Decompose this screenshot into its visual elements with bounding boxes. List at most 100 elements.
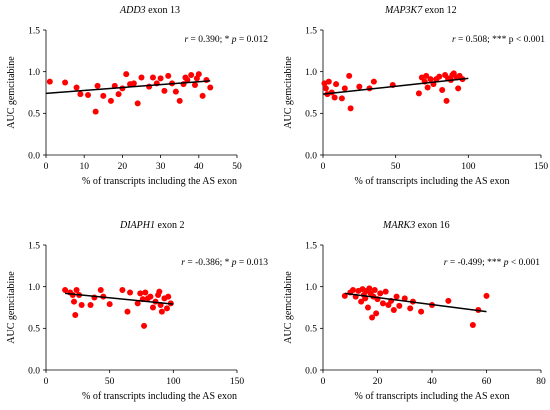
y-axis-label: AUC gemcitabine: [283, 271, 294, 344]
data-point: [72, 312, 79, 318]
scatter-panel-3: DIAPH1 exon 2 r = -0.386; * p = 0.013 0.0 0…: [6, 220, 268, 402]
data-point: [157, 75, 164, 82]
x-axis-label: % of transcripts including the AS exon: [355, 176, 510, 187]
panel-title: MARK3 exon 16: [382, 220, 450, 231]
data-point: [423, 72, 430, 79]
x-tick-label: 20: [373, 377, 383, 387]
y-axis-label: AUC gemcitabine: [283, 56, 294, 129]
x-tick-label: 150: [534, 162, 549, 172]
x-tick-label: 0: [321, 377, 326, 387]
exon-label: exon 12: [422, 5, 456, 16]
data-point: [483, 292, 490, 299]
data-point: [347, 105, 354, 112]
data-point: [396, 302, 403, 309]
data-point: [401, 295, 408, 302]
gene-name: DIAPH1: [119, 220, 155, 231]
y-tick-label: 1.0: [305, 68, 317, 78]
data-point: [393, 293, 400, 300]
data-point: [119, 287, 126, 293]
data-point: [382, 288, 389, 295]
data-point: [195, 71, 202, 78]
data-point: [369, 314, 376, 321]
gene-name: MAP3K7: [384, 5, 423, 16]
x-axis-label: % of transcripts including the AS exon: [355, 391, 510, 402]
data-point: [130, 80, 137, 87]
data-point: [176, 97, 183, 104]
data-point: [138, 74, 145, 81]
gene-name: MARK3: [382, 220, 415, 231]
stat-p-text: < 0.001: [509, 258, 541, 268]
scatter-panel-2: MAP3K7 exon 12 r = 0.508; *** p < 0.001 0.…: [283, 5, 548, 187]
data-point: [146, 83, 153, 90]
data-point: [147, 293, 154, 300]
data-point: [356, 83, 363, 90]
data-point: [137, 290, 144, 297]
y-tick-label: 0.5: [28, 110, 40, 120]
data-point: [71, 298, 78, 305]
data-point: [379, 300, 386, 307]
x-tick-label: 50: [105, 377, 115, 387]
y-tick-label: 0.5: [305, 110, 317, 120]
x-tick-label: 0: [44, 377, 49, 387]
panel-title: MAP3K7 exon 12: [384, 5, 457, 16]
data-point: [134, 300, 141, 307]
data-point: [46, 78, 53, 85]
data-point: [443, 97, 450, 104]
data-point: [199, 92, 206, 99]
stat-r-text: = 0.508; *** p < 0.001: [456, 35, 546, 45]
data-point: [172, 88, 179, 95]
scatter-panel-4: MARK3 exon 16 r = -0.499; *** p < 0.001 0.…: [283, 220, 546, 402]
data-point: [77, 91, 84, 98]
data-point: [142, 289, 149, 296]
data-point: [141, 322, 148, 329]
data-point: [97, 287, 104, 293]
data-point: [207, 84, 214, 91]
data-point: [149, 74, 156, 81]
x-tick-label: 150: [230, 377, 245, 387]
data-point: [325, 78, 332, 85]
stat-p-symbol: p: [231, 35, 237, 45]
data-point: [415, 90, 422, 97]
y-tick-label: 1.0: [28, 283, 40, 293]
data-point: [358, 298, 365, 305]
stat-r-text: = 0.390; *: [188, 35, 232, 45]
data-point: [331, 94, 338, 101]
x-tick-label: 80: [536, 377, 546, 387]
x-tick-label: 10: [79, 162, 89, 172]
data-point: [188, 72, 195, 78]
data-point: [94, 82, 101, 89]
data-point: [62, 79, 69, 86]
x-tick-label: 60: [482, 377, 492, 387]
y-tick-label: 0.0: [305, 366, 317, 376]
data-point: [124, 308, 131, 315]
data-point: [73, 287, 80, 293]
data-point: [165, 293, 172, 300]
scatter-panel-1: ADD3 exon 13 r = 0.390; * p = 0.012 0.0 0.5…: [6, 5, 268, 187]
x-tick-label: 30: [156, 162, 166, 172]
y-tick-label: 1.5: [28, 26, 40, 36]
panel-title: DIAPH1 exon 2: [119, 220, 184, 231]
stat-p-symbol: p: [231, 258, 237, 268]
data-point: [436, 73, 443, 80]
stat-r-symbol: r: [181, 258, 185, 268]
data-point: [161, 87, 168, 94]
x-tick-label: 50: [232, 162, 242, 172]
data-point: [469, 322, 476, 328]
data-point: [333, 81, 340, 88]
data-point: [184, 77, 191, 83]
data-point: [78, 302, 85, 308]
data-point: [364, 304, 371, 311]
data-point: [106, 301, 113, 308]
exon-label: exon 16: [415, 220, 449, 231]
data-point: [127, 289, 134, 296]
data-point: [165, 72, 172, 79]
exon-label: exon 2: [155, 220, 184, 231]
x-tick-label: 20: [118, 162, 128, 172]
data-point: [455, 85, 462, 92]
x-tick-label: 50: [391, 162, 401, 172]
stat-r-text: = -0.499; ***: [447, 258, 503, 268]
data-point: [366, 285, 373, 292]
data-point: [390, 307, 397, 313]
gene-name: ADD3: [119, 5, 146, 16]
